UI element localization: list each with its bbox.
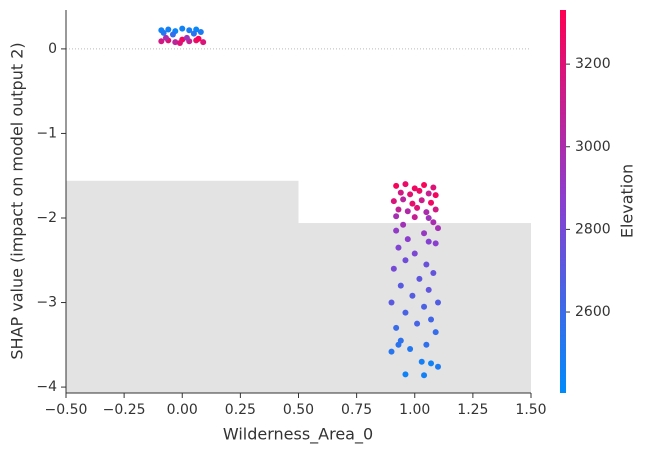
point <box>421 303 428 310</box>
point <box>423 261 430 268</box>
point <box>402 181 409 188</box>
point <box>402 371 409 378</box>
x-tick-label: 0.25 <box>225 402 256 418</box>
point <box>428 316 435 323</box>
point <box>432 206 439 213</box>
histogram-bar <box>298 223 531 393</box>
x-tick-label: 0.50 <box>283 402 314 418</box>
point <box>435 225 441 232</box>
point <box>160 29 167 36</box>
y-tick-label: −4 <box>36 379 57 395</box>
colorbar-label: Elevation <box>618 164 637 238</box>
x-axis-label: Wilderness_Area_0 <box>223 425 373 445</box>
x-tick-label: 1.25 <box>457 402 488 418</box>
point <box>421 230 428 237</box>
point <box>397 282 404 289</box>
point <box>393 324 400 331</box>
point <box>400 196 407 203</box>
point <box>414 204 421 211</box>
point <box>395 244 402 251</box>
point <box>416 187 423 194</box>
x-tick-label: 1.00 <box>399 402 430 418</box>
x-tick-label: 0.00 <box>167 402 198 418</box>
point <box>421 372 428 379</box>
point <box>390 265 397 272</box>
point <box>404 236 411 243</box>
colorbar-tick-label: 3200 <box>575 56 611 72</box>
point <box>393 213 400 220</box>
histogram-bar <box>66 180 299 393</box>
y-tick-label: 0 <box>48 41 57 57</box>
point <box>432 240 439 247</box>
point <box>407 191 414 198</box>
point <box>186 27 193 34</box>
point <box>395 206 402 213</box>
point <box>183 34 190 41</box>
point <box>423 341 430 348</box>
point <box>190 30 197 37</box>
point <box>407 346 414 353</box>
point <box>425 286 432 293</box>
point <box>397 189 404 196</box>
y-tick-label: −1 <box>36 125 57 141</box>
point <box>158 38 165 45</box>
point <box>388 299 395 306</box>
point <box>435 299 441 306</box>
colorbar-tick-label: 2800 <box>575 221 611 237</box>
point <box>400 221 407 228</box>
point <box>200 39 207 46</box>
colorbar-tick-label: 3000 <box>575 139 611 155</box>
colorbar <box>560 10 566 393</box>
point <box>390 198 397 205</box>
point <box>428 360 435 367</box>
point <box>388 348 395 355</box>
point <box>430 269 437 276</box>
y-tick-label: −2 <box>36 210 57 226</box>
point <box>197 28 204 35</box>
colorbar-tick-label: 2600 <box>575 304 611 320</box>
point <box>421 182 428 189</box>
point <box>418 197 425 204</box>
point <box>393 227 400 234</box>
point <box>395 341 402 348</box>
point <box>432 329 439 336</box>
point <box>425 238 432 245</box>
point <box>411 250 418 257</box>
point <box>411 185 418 192</box>
x-tick-label: 0.75 <box>341 402 372 418</box>
point <box>402 257 409 264</box>
x-tick-label: −0.50 <box>45 402 88 418</box>
point <box>402 309 409 316</box>
point <box>172 39 179 46</box>
point <box>409 200 416 207</box>
point <box>411 214 418 221</box>
point <box>169 31 176 38</box>
point <box>414 320 421 327</box>
point <box>393 182 400 189</box>
y-axis-label: SHAP value (impact on model output 2) <box>8 42 27 359</box>
point <box>430 219 437 226</box>
point <box>432 192 439 199</box>
point <box>425 190 432 197</box>
point <box>425 214 432 221</box>
point <box>418 358 425 365</box>
point <box>195 35 202 42</box>
x-tick-label: 1.50 <box>515 402 546 418</box>
point <box>409 292 416 299</box>
point <box>179 25 186 32</box>
point <box>176 39 183 46</box>
point <box>162 34 169 41</box>
y-tick-label: −3 <box>36 295 57 311</box>
point <box>430 184 437 191</box>
point <box>404 208 411 215</box>
point <box>416 275 423 282</box>
point <box>428 199 435 206</box>
x-tick-label: −0.25 <box>103 402 146 418</box>
point <box>423 209 430 216</box>
point <box>165 26 172 33</box>
point <box>435 363 441 370</box>
